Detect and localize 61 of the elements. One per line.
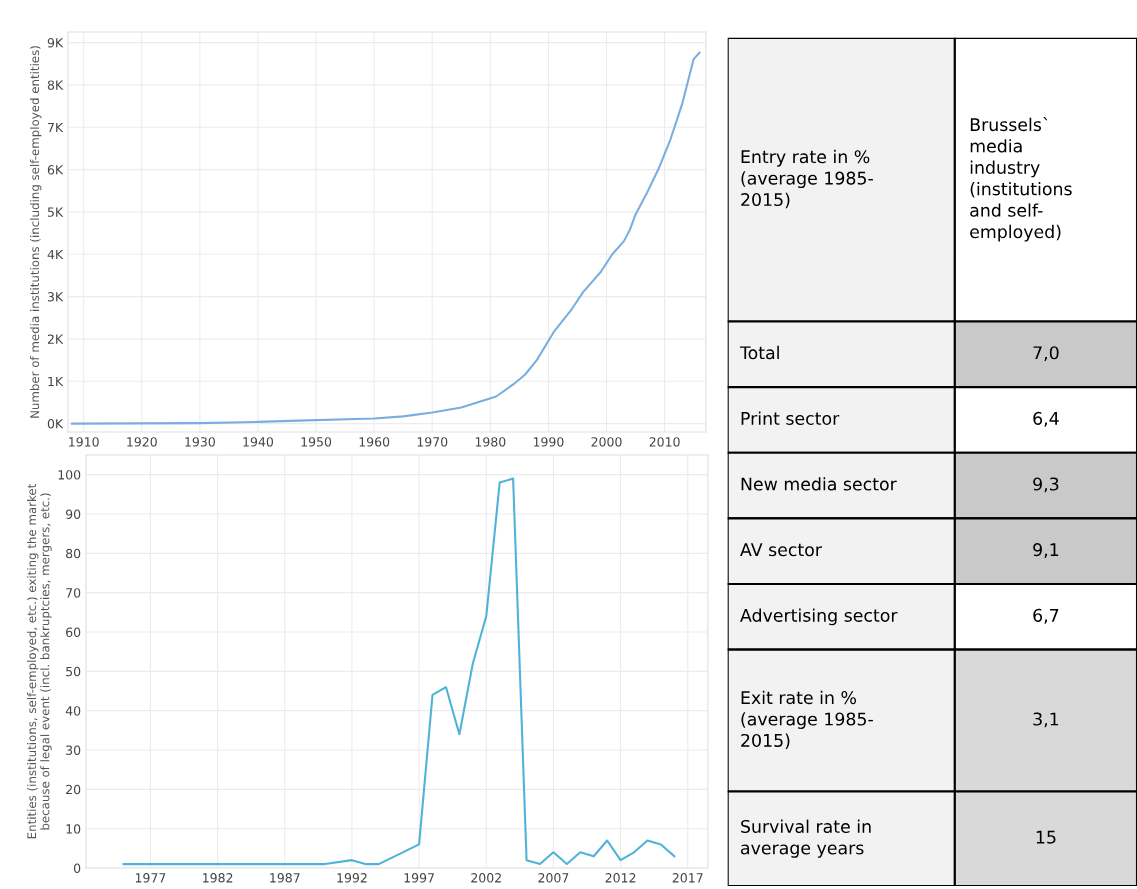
x-tick-label: 2000: [591, 437, 622, 447]
x-tick-label: 1920: [127, 437, 157, 447]
x-tick-label: 2012: [605, 873, 636, 883]
x-tick-label: 1982: [203, 873, 233, 883]
y-tick-label: 10: [66, 824, 81, 834]
text: New media sector: [741, 477, 897, 491]
x-tick-label: 1910: [69, 437, 99, 447]
y-tick-label: 30: [66, 745, 81, 755]
y-tick-label: 8K: [47, 80, 64, 90]
text: 15: [1036, 830, 1056, 844]
x-tick-label: 1940: [243, 437, 274, 447]
y-tick-label: 80: [66, 548, 81, 559]
text: Total: [739, 345, 779, 360]
y-tick-label: 9K: [47, 38, 64, 48]
x-tick-label: 1970: [417, 437, 448, 447]
text: 7,0: [1033, 346, 1059, 362]
text: Print sector: [741, 411, 840, 425]
y-tick-label: 50: [66, 666, 81, 677]
y-tick-label: 1K: [48, 376, 64, 386]
x-tick-label: 1980: [475, 437, 506, 447]
y-tick-label: 60: [66, 627, 81, 637]
x-tick-label: 2007: [538, 873, 569, 883]
x-tick-label: 2010: [649, 437, 680, 447]
y-tick-label: 100: [58, 470, 81, 480]
y-tick-label: 5K: [47, 207, 64, 217]
text: Entry rate in % (average 1985- 2015): [741, 149, 873, 209]
y-tick-label: 20: [66, 784, 81, 795]
text: AV sector: [740, 543, 822, 557]
x-tick-label: 1960: [359, 437, 390, 447]
x-tick-label: 1987: [270, 873, 300, 883]
y-tick-label: 40: [65, 706, 81, 716]
y-tick-label: 7K: [48, 122, 64, 132]
text: Exit rate in % (average 1985- 2015): [741, 690, 873, 750]
y-tick-label: 6K: [47, 165, 64, 175]
y-tick-label: 0: [73, 863, 81, 873]
x-tick-label: 1990: [533, 437, 564, 447]
y-axis-title: Entities (institutions, self-employed, etc.) exiting the market because of legal event (incl. bankruptcies, mergers, etc.): [27, 483, 52, 839]
text: Advertising sector: [740, 608, 898, 626]
y-axis-title: Number of media institutions (including self-employed entities): [30, 46, 42, 418]
text: 6,4: [1033, 411, 1059, 427]
y-tick-label: 3K: [47, 292, 64, 302]
x-tick-label: 1977: [135, 873, 166, 883]
y-tick-label: 4K: [47, 249, 64, 259]
x-tick-label: 2017: [672, 873, 703, 883]
y-tick-label: 2K: [47, 334, 64, 344]
line-series: [122, 477, 676, 866]
x-tick-label: 1930: [185, 437, 215, 447]
y-tick-label: 90: [65, 509, 81, 519]
x-tick-label: 1992: [337, 873, 367, 883]
text: Survival rate in average years: [741, 819, 871, 858]
y-tick-label: 70: [66, 588, 81, 598]
text: 9,3: [1033, 477, 1059, 493]
x-tick-label: 1997: [404, 873, 434, 883]
y-tick-label: 0K: [47, 419, 64, 429]
text: 6,7: [1033, 608, 1059, 624]
line-series: [71, 51, 701, 425]
text: Brussels` media industry (institutions and self- employed): [970, 117, 1072, 242]
x-tick-label: 1950: [301, 437, 332, 447]
x-tick-label: 2002: [471, 873, 501, 883]
text: 3,1: [1033, 712, 1059, 728]
text: 9,1: [1033, 543, 1059, 559]
